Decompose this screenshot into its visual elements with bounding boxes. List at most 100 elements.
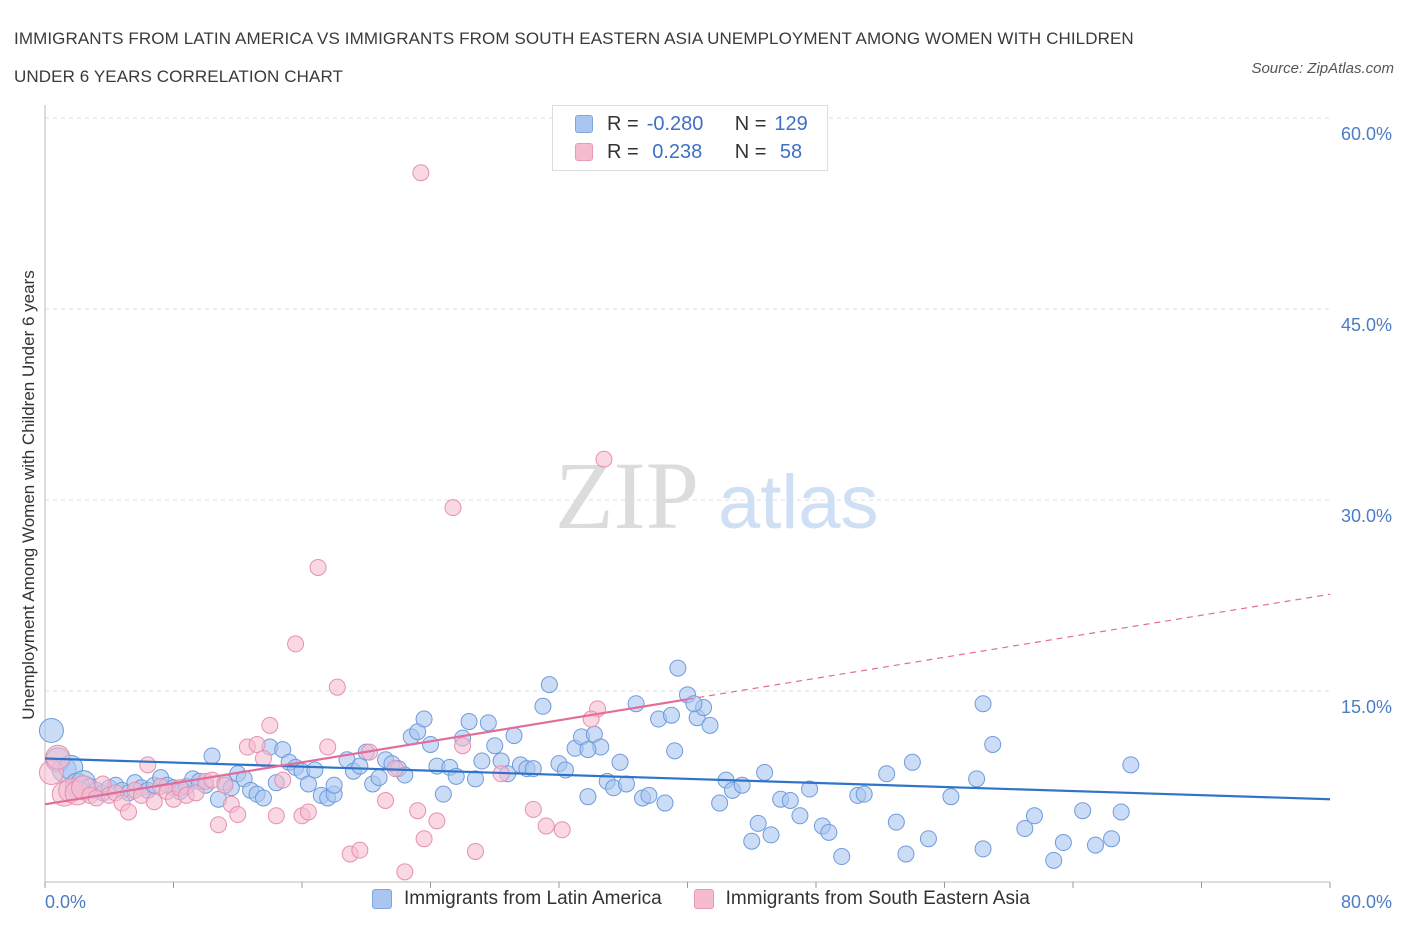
point-series0-76 xyxy=(540,676,558,694)
point-series1-56 xyxy=(553,821,571,839)
point-series0-127 xyxy=(1025,807,1043,825)
point-series0-47 xyxy=(351,757,369,775)
trend-lines xyxy=(44,593,1331,806)
point-series0-58 xyxy=(422,735,439,753)
legend-n-label: N = xyxy=(734,112,767,135)
point-series0-135 xyxy=(974,695,992,713)
axes xyxy=(44,105,1331,888)
point-series0-120 xyxy=(903,753,921,771)
point-series1-25 xyxy=(209,816,227,834)
point-series0-131 xyxy=(1086,836,1104,854)
source-label: Source: ZipAtlas.com xyxy=(1251,60,1394,77)
point-series0-104 xyxy=(743,832,761,850)
series-legend: Immigrants from Latin America Immigrants… xyxy=(372,888,1062,910)
point-series0-86 xyxy=(611,753,629,771)
point-series1-54 xyxy=(524,800,542,818)
point-series0-60 xyxy=(434,785,452,803)
point-series0-81 xyxy=(579,788,597,806)
point-series0-66 xyxy=(473,752,491,770)
legend-n-value: 58 xyxy=(774,140,803,163)
point-series1-55 xyxy=(537,817,555,835)
legend-swatch-latin-america xyxy=(575,115,593,133)
series-swatch-latin-america xyxy=(372,889,392,909)
legend-n-label: N = xyxy=(734,140,767,163)
watermark-zip: ZIP xyxy=(555,442,699,549)
point-series1-32 xyxy=(261,716,279,734)
point-series1-34 xyxy=(274,771,292,789)
legend-swatch-south-eastern-asia xyxy=(575,143,593,161)
point-series0-41 xyxy=(306,761,324,779)
point-series0-109 xyxy=(781,792,799,810)
legend-r-label: R = xyxy=(607,140,639,163)
point-series0-138 xyxy=(325,776,343,794)
trend-line-series0 xyxy=(44,757,1331,801)
legend-row-south-eastern-asia: R = 0.238 N = 58 xyxy=(575,139,802,165)
point-series0-117 xyxy=(878,765,896,783)
point-series1-26 xyxy=(216,776,234,794)
point-series0-123 xyxy=(974,840,992,858)
point-series0-25 xyxy=(203,747,221,765)
point-series0-92 xyxy=(656,794,674,812)
point-series0-128 xyxy=(1045,851,1063,869)
point-series1-1 xyxy=(45,744,71,770)
point-series0-94 xyxy=(666,742,684,760)
legend-n-value: 129 xyxy=(774,112,808,135)
chart-title: IMMIGRANTS FROM LATIN AMERICA VS IMMIGRA… xyxy=(14,29,1134,86)
point-series1-51 xyxy=(454,737,472,755)
point-series0-50 xyxy=(370,769,388,787)
point-series1-47 xyxy=(409,802,427,820)
y-tick-label-2: 45.0% xyxy=(1341,315,1392,335)
point-series0-121 xyxy=(919,830,937,848)
point-series0-74 xyxy=(524,760,542,778)
point-series0-105 xyxy=(749,814,767,832)
y-axis-label: Unemployment Among Women with Children U… xyxy=(19,270,38,719)
point-series1-50 xyxy=(444,499,462,517)
trend-line-series1-dashed xyxy=(687,593,1331,700)
point-series0-68 xyxy=(486,737,504,755)
point-series1-31 xyxy=(254,749,272,767)
point-series1-28 xyxy=(229,806,247,824)
point-series1-40 xyxy=(328,678,346,696)
point-series1-52 xyxy=(466,842,484,860)
data-points xyxy=(38,164,1140,881)
point-series0-119 xyxy=(897,845,915,863)
point-series0-57 xyxy=(415,710,433,728)
y-tick-label-0: 15.0% xyxy=(1341,697,1392,717)
point-series0-118 xyxy=(887,813,905,831)
y-tick-label-1: 30.0% xyxy=(1341,506,1392,526)
point-series0-99 xyxy=(701,716,719,734)
point-series1-59 xyxy=(412,164,430,182)
legend-r-value: -0.280 xyxy=(646,112,704,135)
point-series0-130 xyxy=(1074,802,1092,820)
point-series0-0 xyxy=(38,717,64,743)
point-series0-75 xyxy=(534,697,552,715)
point-series0-111 xyxy=(801,780,819,798)
point-series0-126 xyxy=(1016,820,1034,838)
point-series0-137 xyxy=(579,741,597,759)
point-series0-90 xyxy=(640,786,658,804)
point-series0-40 xyxy=(299,775,317,793)
point-series0-95 xyxy=(669,659,687,677)
point-series0-129 xyxy=(1054,834,1072,852)
series-label-latin-america: Immigrants from Latin America xyxy=(404,888,662,909)
point-series0-116 xyxy=(855,785,873,803)
tick-labels: 15.0% 30.0% 45.0% 60.0% 0.0% 80.0% xyxy=(45,124,1392,912)
point-series0-134 xyxy=(1122,756,1140,774)
x-tick-label-1: 80.0% xyxy=(1341,892,1392,912)
point-series0-132 xyxy=(1103,830,1121,848)
point-series1-39 xyxy=(319,738,337,756)
correlation-legend: R = -0.280 N = 129 R = 0.238 N = 58 xyxy=(552,105,828,171)
point-series0-106 xyxy=(756,763,774,781)
point-series0-133 xyxy=(1112,803,1130,821)
point-series0-124 xyxy=(984,735,1002,753)
point-series0-64 xyxy=(460,713,478,731)
series-legend-south-eastern-asia: Immigrants from South Eastern Asia xyxy=(693,888,1030,910)
series-swatch-south-eastern-asia xyxy=(693,889,714,909)
point-series1-12 xyxy=(120,803,138,821)
point-series1-16 xyxy=(145,793,163,811)
point-series0-87 xyxy=(617,775,635,793)
point-series0-65 xyxy=(466,770,484,788)
point-series1-49 xyxy=(428,812,446,830)
point-series1-35 xyxy=(287,635,305,653)
